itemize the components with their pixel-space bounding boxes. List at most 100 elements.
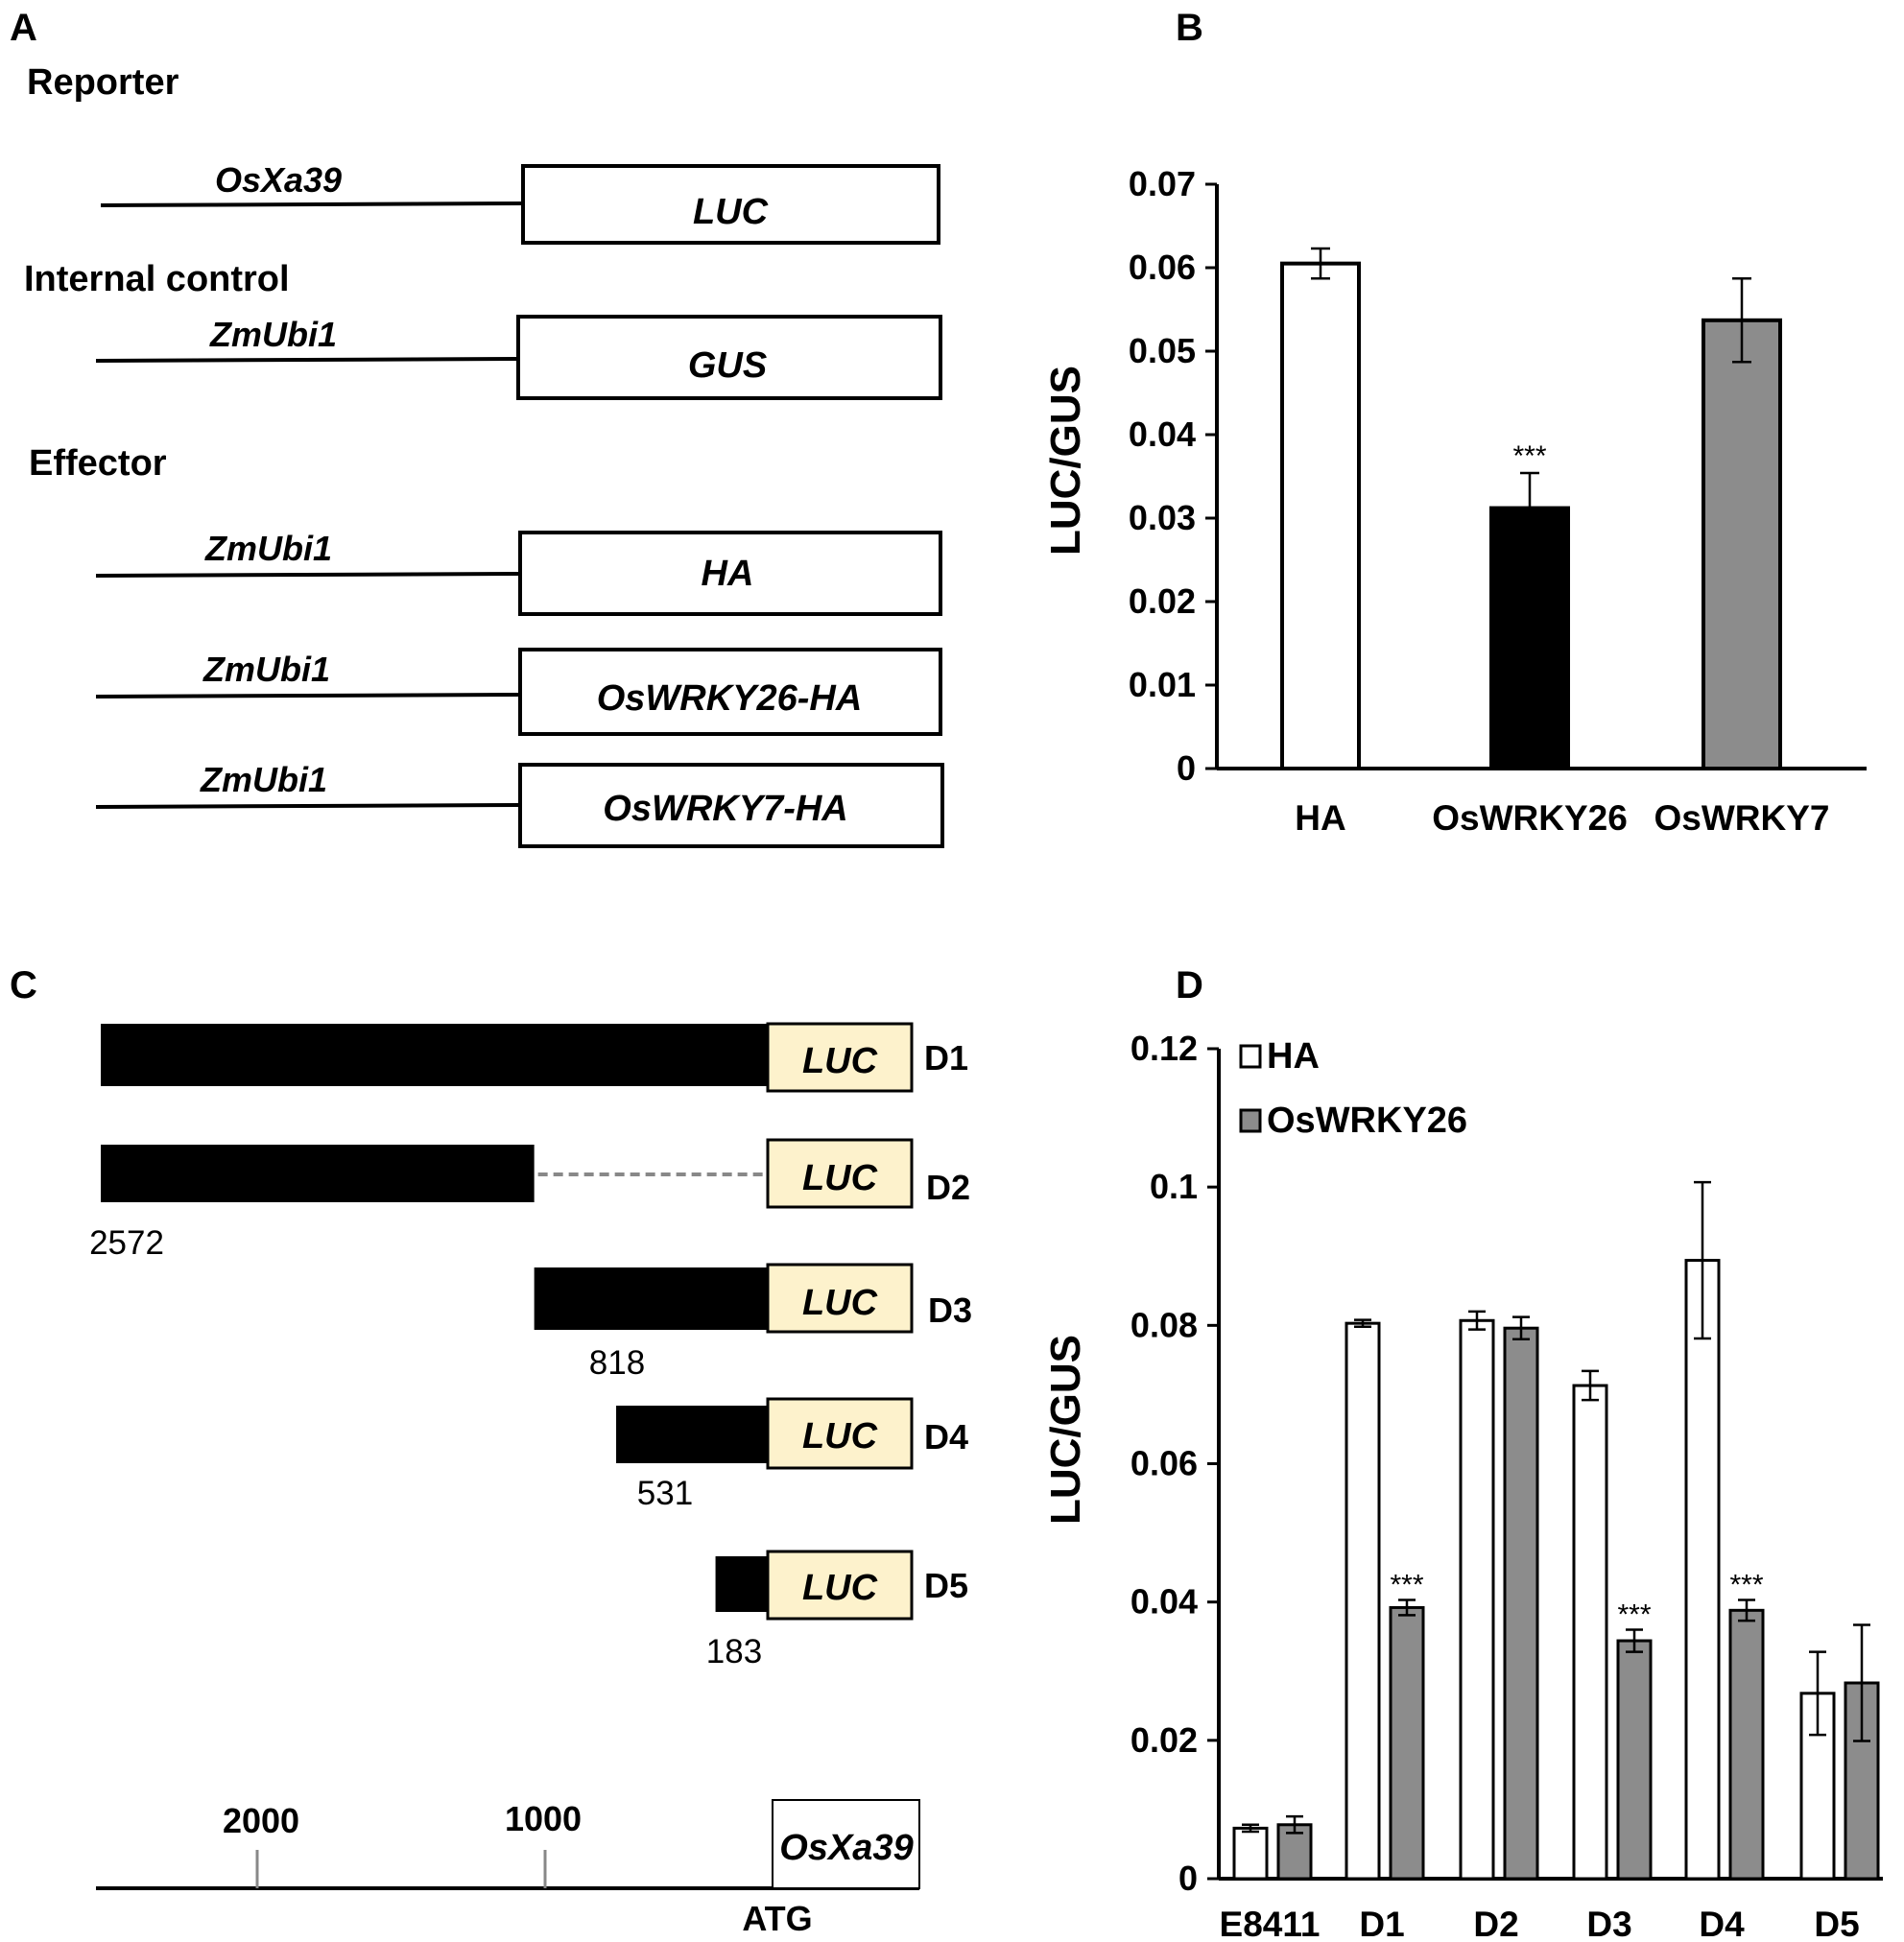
bar-oswrky26-d2 xyxy=(1503,1326,1539,1881)
start-position-label: 183 xyxy=(706,1633,762,1670)
deletion-d3: LUC D3 818 xyxy=(534,1263,972,1382)
y-tick-label: 0.12 xyxy=(1130,1029,1198,1068)
y-axis-label: LUC/GUS xyxy=(1042,366,1089,556)
luc-label: LUC xyxy=(802,1568,878,1608)
gene-label: HA xyxy=(702,554,754,594)
x-category-label: E8411 xyxy=(1220,1905,1321,1942)
gene-label: LUC xyxy=(693,192,769,232)
x-category-label: D5 xyxy=(1814,1905,1859,1942)
y-tick-label: 0.05 xyxy=(1129,331,1196,370)
y-tick-label: 0.01 xyxy=(1129,665,1196,704)
x-category-label: D2 xyxy=(1473,1905,1518,1942)
x-category-label: HA xyxy=(1295,798,1345,838)
y-tick-label: 0.1 xyxy=(1150,1167,1198,1206)
construct-internal-gus: ZmUbi1 GUS xyxy=(95,315,942,400)
x-category-label: OsWRKY26 xyxy=(1432,798,1628,838)
significance-marker: *** xyxy=(1512,440,1546,472)
panel-label-b: B xyxy=(1176,7,1203,49)
deletion-d4: LUC D4 531 xyxy=(616,1397,968,1512)
luc-box xyxy=(766,1263,914,1334)
bar-oswrky26-d4 xyxy=(1728,1608,1765,1881)
legend: HA OsWRKY26 xyxy=(1239,1036,1467,1141)
luc-label: LUC xyxy=(802,1283,878,1323)
promoter-line xyxy=(95,572,521,578)
construct-effector-oswrky26: ZmUbi1 OsWRKY26-HA xyxy=(95,648,942,736)
y-tick-label: 0.02 xyxy=(1130,1720,1198,1760)
deletion-d1: LUC D1 xyxy=(101,1022,968,1093)
deletion-label: D4 xyxy=(924,1417,968,1456)
promoter-line xyxy=(95,357,519,363)
y-tick-label: 0 xyxy=(1178,1859,1198,1898)
luc-label: LUC xyxy=(802,1416,878,1456)
bar-oswrky26-d1 xyxy=(1389,1605,1425,1881)
y-tick-label: 0.03 xyxy=(1129,498,1196,537)
promoter-label: ZmUbi1 xyxy=(209,315,337,354)
panel-label-d: D xyxy=(1176,964,1203,1007)
promoter-label: OsXa39 xyxy=(215,160,342,200)
construct-effector-ha: ZmUbi1 HA xyxy=(95,529,942,616)
scale-bar: 2000 1000 OsXa39 ATG xyxy=(96,1799,920,1938)
bar-oswrky7 xyxy=(1702,318,1782,770)
gene-label: OsWRKY7-HA xyxy=(603,789,847,829)
promoter-line xyxy=(95,803,521,809)
deletion-d2: LUC D2 2572 xyxy=(89,1138,970,1262)
section-internal-control: Internal control xyxy=(24,259,290,299)
panel-label-c: C xyxy=(10,964,37,1007)
construct-reporter-luc: OsXa39 LUC xyxy=(100,160,940,245)
y-tick-label: 0 xyxy=(1177,748,1196,788)
panel-a-constructs: Reporter Internal control Effector OsXa3… xyxy=(24,62,944,848)
legend-label-oswrky26: OsWRKY26 xyxy=(1267,1101,1467,1141)
scale-label-1000: 1000 xyxy=(505,1799,582,1838)
atg-label: ATG xyxy=(742,1899,812,1938)
bar-ha-d1 xyxy=(1345,1321,1381,1881)
bar-oswrky26 xyxy=(1489,506,1570,770)
chart-b: LUC/GUS 0 0.01 0.02 0.03 0.04 0.05 0.06 0.07 HA *… xyxy=(1042,164,1867,838)
gene-box xyxy=(518,531,942,616)
panel-c-deletions: LUC D1 LUC D2 2572 LUC D3 818 LUC D4 531 xyxy=(89,1022,972,1938)
construct-effector-oswrky7: ZmUbi1 OsWRKY7-HA xyxy=(95,760,944,848)
start-position-label: 2572 xyxy=(89,1224,164,1262)
deletion-label: D5 xyxy=(924,1566,968,1605)
section-reporter: Reporter xyxy=(27,62,179,103)
legend-swatch-ha xyxy=(1239,1044,1262,1069)
x-category-label: D4 xyxy=(1699,1905,1745,1942)
chart-d: LUC/GUS HA OsWRKY26 0 0.02 0.04 0.06 0.08 0.1… xyxy=(1042,1029,1883,1942)
bar-ha-d4 xyxy=(1684,1259,1721,1881)
promoter-label: ZmUbi1 xyxy=(204,529,332,568)
gene-box xyxy=(516,315,942,400)
x-category-label: D1 xyxy=(1359,1905,1404,1942)
luc-box xyxy=(766,1022,914,1093)
luc-box xyxy=(766,1138,914,1209)
y-axis-label: LUC/GUS xyxy=(1042,1335,1089,1525)
bar-ha-e8411 xyxy=(1232,1826,1269,1881)
y-tick-label: 0.02 xyxy=(1129,581,1196,621)
legend-swatch-oswrky26 xyxy=(1239,1108,1262,1133)
legend-label-ha: HA xyxy=(1267,1036,1320,1077)
start-position-label: 531 xyxy=(637,1475,693,1512)
gene-box xyxy=(518,763,944,848)
luc-label: LUC xyxy=(802,1158,878,1198)
promoter-fragment xyxy=(616,1406,768,1463)
y-tick-label: 0.04 xyxy=(1130,1582,1198,1622)
y-tick-label: 0.04 xyxy=(1129,414,1196,454)
gene-box xyxy=(518,648,942,736)
bar-ha-d3 xyxy=(1572,1384,1608,1881)
promoter-fragment xyxy=(101,1145,535,1202)
promoter-fragment xyxy=(101,1024,768,1086)
deletion-label: D1 xyxy=(924,1038,968,1078)
deletion-d5: LUC D5 183 xyxy=(706,1550,968,1670)
luc-box xyxy=(766,1550,914,1621)
promoter-line xyxy=(100,201,524,207)
y-tick-label: 0.06 xyxy=(1129,248,1196,287)
bar-oswrky26-d3 xyxy=(1616,1639,1653,1881)
promoter-label: ZmUbi1 xyxy=(200,760,327,799)
promoter-line xyxy=(95,693,521,699)
promoter-fragment xyxy=(715,1556,768,1612)
significance-marker: *** xyxy=(1617,1599,1651,1631)
y-tick-label: 0.07 xyxy=(1129,164,1196,203)
section-effector: Effector xyxy=(29,443,167,484)
scale-label-2000: 2000 xyxy=(223,1801,299,1840)
gene-box xyxy=(521,164,940,245)
deletion-label: D2 xyxy=(926,1168,970,1207)
